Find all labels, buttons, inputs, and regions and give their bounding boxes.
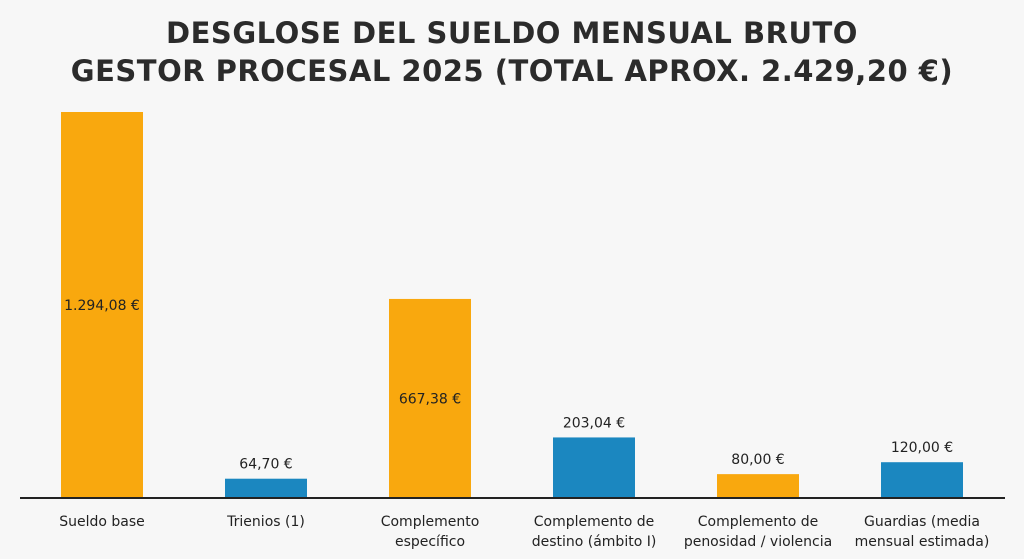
bar	[717, 474, 799, 498]
data-label: 1.294,08 €	[64, 298, 140, 314]
category-label: Trienios (1)	[226, 514, 305, 530]
category-label: Guardias (media	[864, 514, 980, 530]
chart-title: DESGLOSE DEL SUELDO MENSUAL BRUTO GESTOR…	[0, 14, 1024, 90]
category-label: mensual estimada)	[855, 534, 990, 550]
data-label: 203,04 €	[563, 415, 625, 431]
category-label: Sueldo base	[59, 514, 145, 530]
chart-title-line-1: DESGLOSE DEL SUELDO MENSUAL BRUTO	[166, 16, 858, 50]
category-label: Complemento de	[698, 514, 819, 530]
bar	[553, 437, 635, 498]
category-label: Complemento de	[534, 514, 655, 530]
data-label: 80,00 €	[731, 452, 784, 468]
category-label: Complemento	[381, 514, 480, 530]
data-label: 120,00 €	[891, 440, 953, 456]
data-label: 64,70 €	[239, 457, 292, 473]
data-label: 667,38 €	[399, 391, 461, 407]
bar	[881, 462, 963, 498]
bar	[225, 478, 307, 498]
category-label: penosidad / violencia	[684, 534, 832, 550]
bar	[389, 298, 471, 498]
category-label: destino (ámbito I)	[532, 534, 657, 550]
category-label: específico	[395, 534, 465, 550]
chart-title-line-2: GESTOR PROCESAL 2025 (TOTAL APROX. 2.429…	[70, 54, 954, 88]
bar	[61, 112, 143, 498]
